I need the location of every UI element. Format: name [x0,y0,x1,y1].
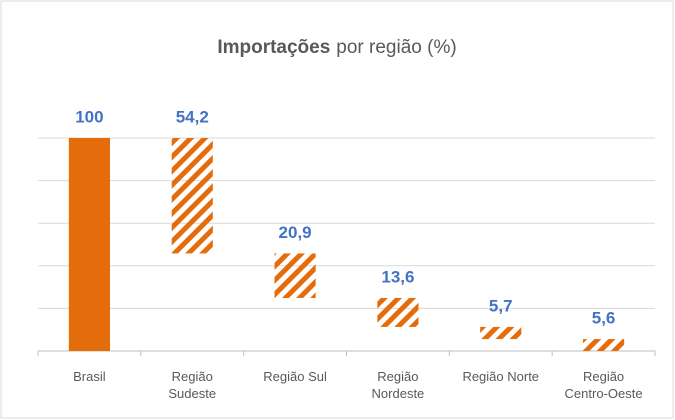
segment-bar [583,339,625,351]
x-tick-label: Região Centro-Oeste [564,369,643,401]
chart-title: Importações por região (%) [217,37,456,58]
value-label: 5,6 [592,309,616,328]
x-tick-label: Brasil [73,369,106,384]
x-tick-label: Região Sul [263,369,327,384]
segment-bar [480,326,522,340]
value-label: 54,2 [176,107,209,126]
value-label: 13,6 [381,267,414,286]
segment-bar [171,138,213,254]
total-bar [68,138,110,351]
x-tick-label: Região Nordeste [371,369,425,401]
value-label: 100 [75,107,103,126]
segment-bar [274,253,316,298]
x-tick-label: Região Norte [462,369,540,384]
title-rest: por região (%) [336,37,456,58]
title-bold: Importações [217,37,330,58]
segment-bar [377,297,419,327]
x-tick-label: Região Sudeste [168,369,217,401]
value-label: 20,9 [279,223,312,242]
value-label: 5,7 [489,296,513,315]
